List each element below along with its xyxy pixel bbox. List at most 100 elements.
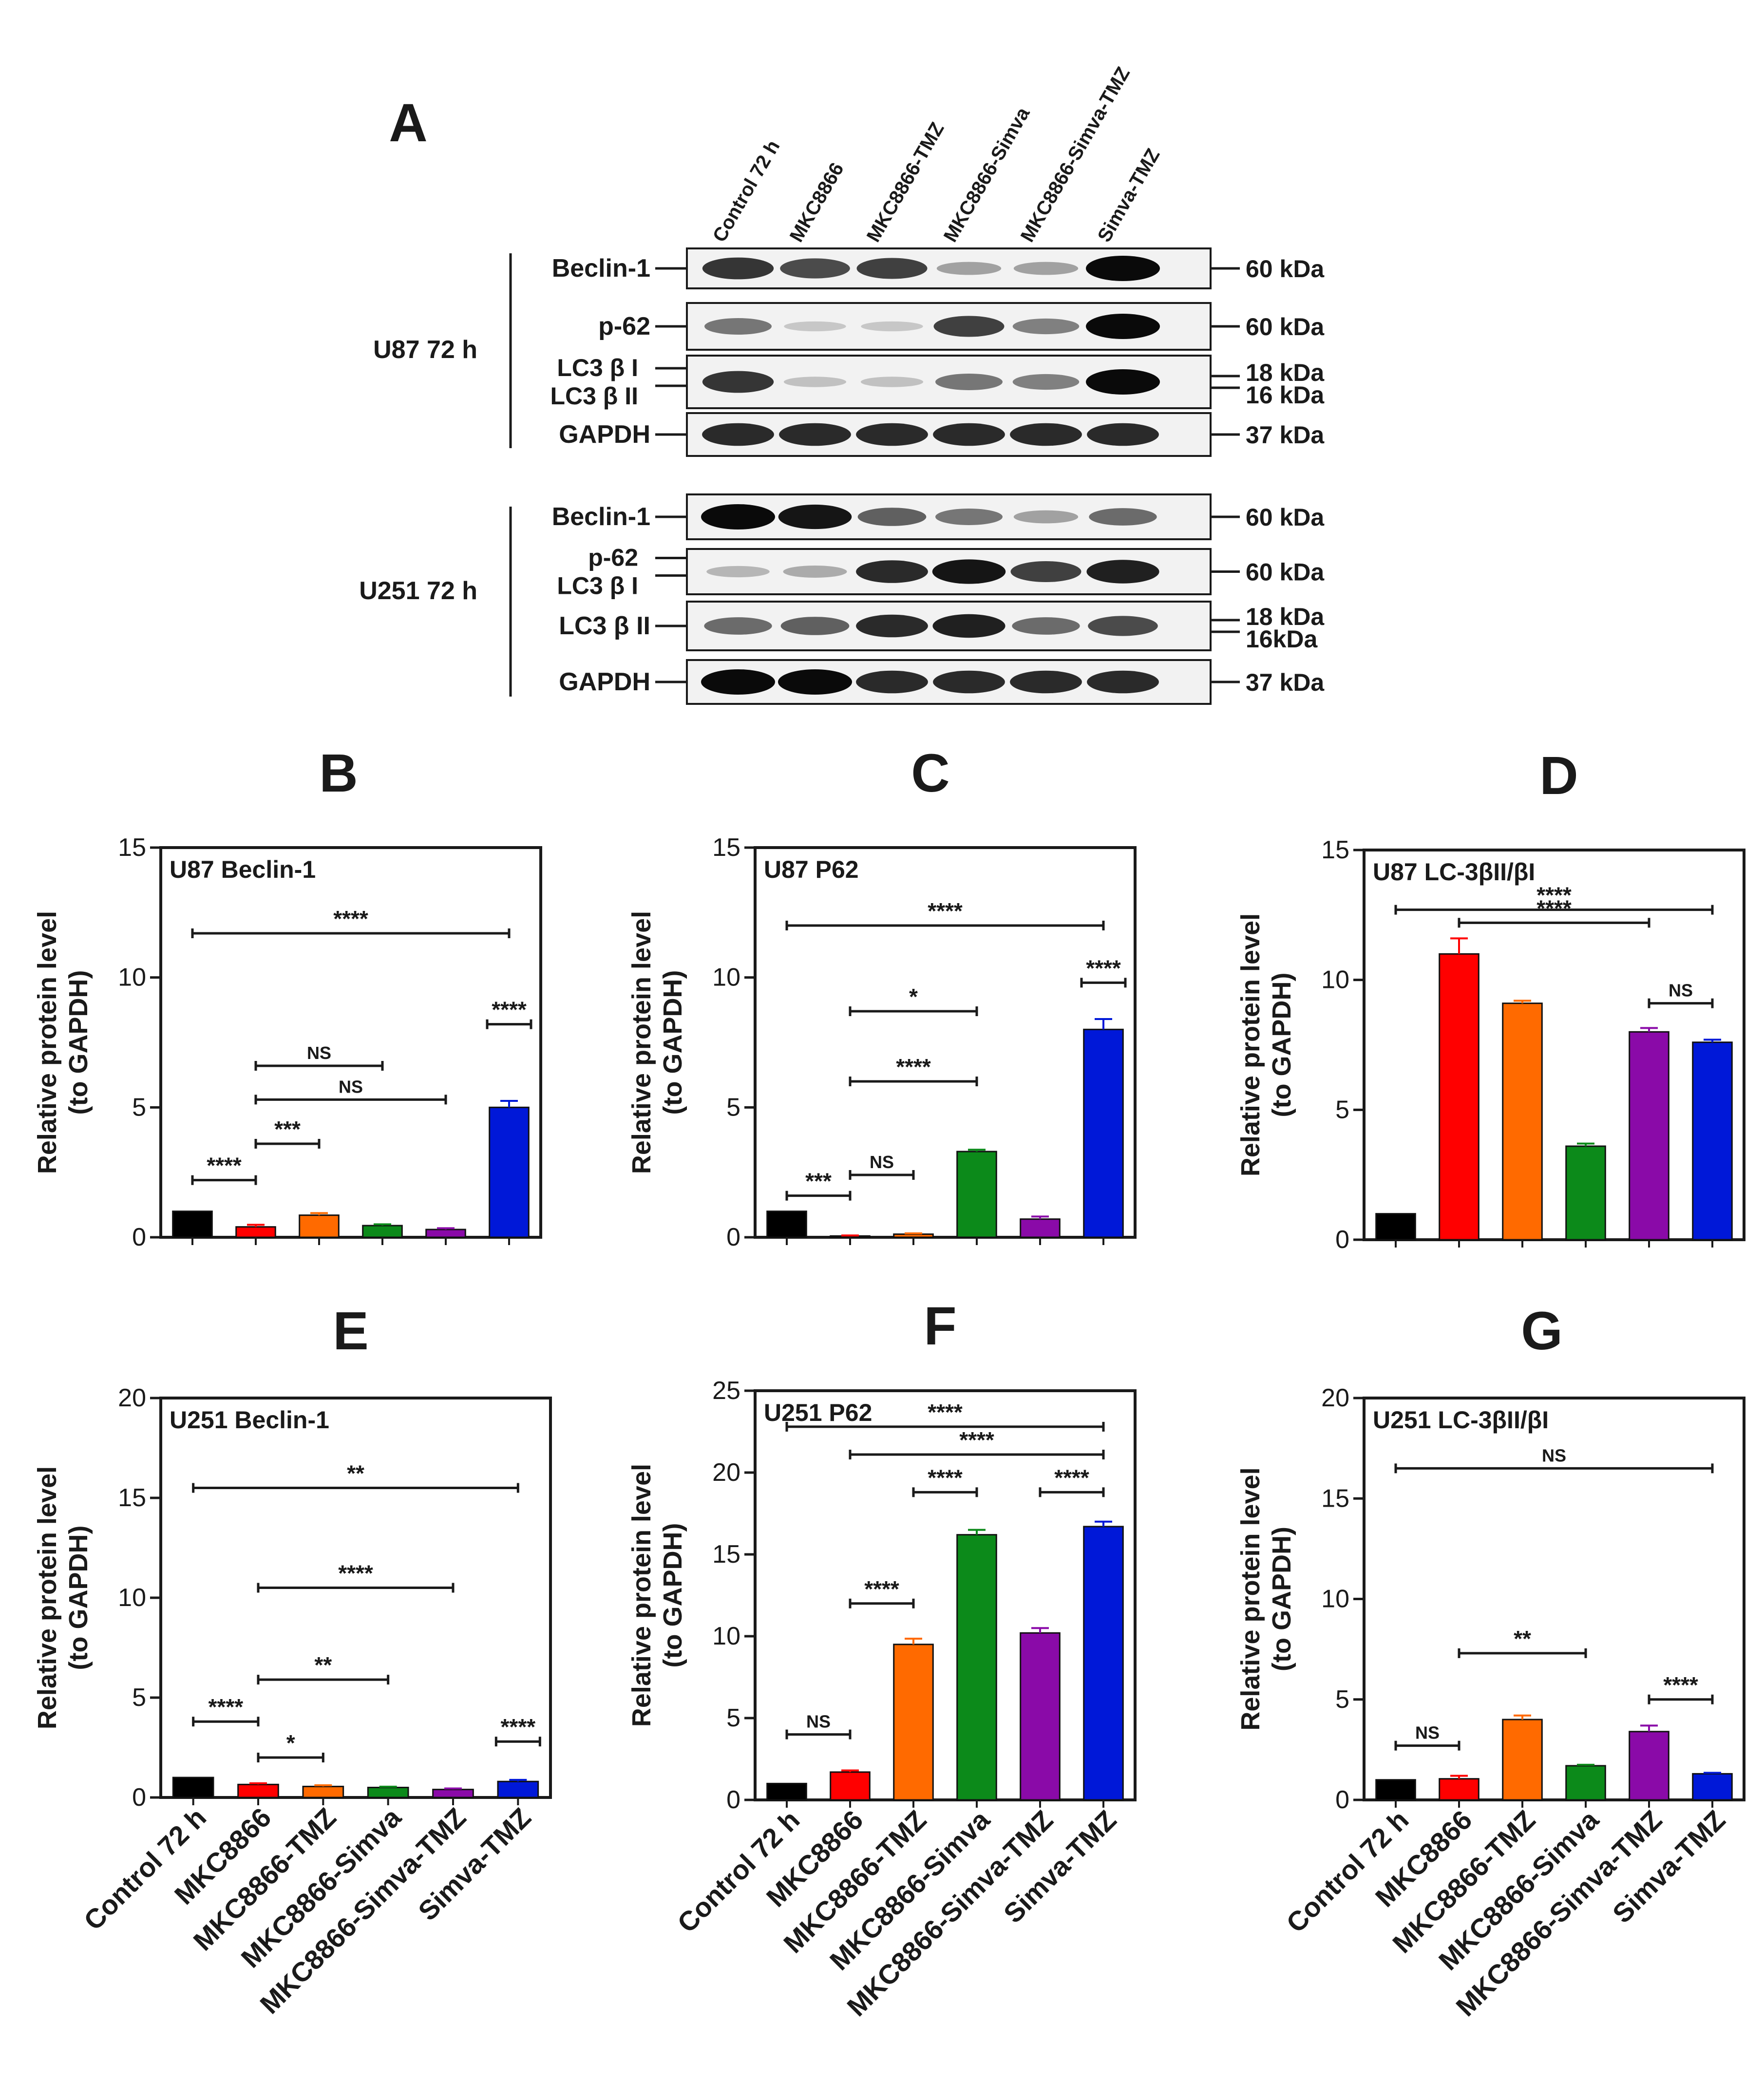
kda-label: 60 kDa	[1246, 255, 1325, 283]
significance-label: ****	[1663, 1672, 1698, 1698]
protein-band	[1012, 318, 1080, 335]
bar	[1083, 1028, 1124, 1238]
protein-band	[933, 670, 1005, 694]
bar	[1083, 1526, 1124, 1801]
chart-title: U251 LC-3βII/βI	[1373, 1406, 1549, 1434]
y-tick-label: 20	[1321, 1384, 1349, 1412]
bar	[830, 1771, 871, 1801]
bar	[489, 1106, 530, 1238]
significance-label: ****	[928, 898, 963, 924]
protein-band	[779, 423, 851, 446]
protein-band	[856, 614, 928, 638]
protein-band	[1086, 314, 1160, 339]
bar	[1439, 1778, 1479, 1801]
bar	[367, 1787, 409, 1798]
protein-band	[1012, 617, 1080, 635]
y-axis-label-line2: (to GAPDH)	[658, 1523, 687, 1668]
y-tick-label: 0	[1335, 1226, 1349, 1254]
chart-title: U251 Beclin-1	[170, 1406, 329, 1434]
blot-group: U87 72 h Beclin-1 60 kDa p-62 60 kDa LC3 β IL…	[373, 247, 1325, 457]
y-axis-label: Relative protein level(to GAPDH)	[1236, 913, 1296, 1176]
y-tick-label: 20	[118, 1384, 146, 1412]
y-tick-label: 15	[1321, 1484, 1349, 1513]
chart-g: G U251 LC-3βII/βI 0 5 10 15 20 Relative protein…	[1236, 1301, 1745, 2022]
panel-label: D	[1539, 746, 1578, 806]
panel-label: E	[333, 1301, 368, 1361]
y-tick-label: 10	[1321, 1585, 1349, 1613]
y-tick-label: 15	[712, 833, 740, 862]
kda-label: 18 kDa	[1246, 359, 1325, 386]
protein-band	[778, 669, 852, 695]
y-tick-label: 5	[726, 1704, 740, 1732]
kda-label: 16kDa	[1246, 625, 1318, 653]
significance-label: ***	[274, 1116, 301, 1142]
kda-label: 60 kDa	[1246, 559, 1325, 586]
y-axis-label: Relative protein level(to GAPDH)	[33, 911, 93, 1174]
protein-label: p-62	[598, 312, 650, 340]
bar	[1375, 1213, 1416, 1241]
bar	[1629, 1731, 1669, 1801]
bar	[1439, 953, 1479, 1241]
protein-label: LC3 β I	[557, 572, 638, 600]
y-tick-label: 10	[118, 1584, 146, 1612]
panel-label: G	[1521, 1301, 1563, 1361]
significance-label: ****	[501, 1714, 536, 1740]
bar	[1565, 1145, 1606, 1241]
panel-label: C	[911, 743, 949, 803]
bar	[1692, 1773, 1733, 1801]
chart-b: B U87 Beclin-1 0 5 10 15 Relative protein leve…	[33, 743, 542, 1251]
y-axis-label-line1: Relative protein level	[1236, 913, 1265, 1176]
protein-band	[933, 423, 1005, 446]
significance-label: **	[314, 1652, 332, 1678]
y-tick-label: 5	[1335, 1685, 1349, 1714]
significance-label: *	[286, 1730, 295, 1756]
bar	[299, 1214, 340, 1238]
significance-label: ****	[1054, 1465, 1089, 1490]
significance-label: ****	[959, 1427, 994, 1453]
protein-label: LC3 β II	[559, 612, 650, 640]
significance-label: ****	[1086, 955, 1121, 981]
bar	[302, 1785, 344, 1798]
y-tick-label: 0	[132, 1223, 146, 1251]
significance-label: **	[347, 1461, 364, 1486]
y-axis-label: Relative protein level(to GAPDH)	[627, 1464, 687, 1727]
protein-band	[702, 423, 774, 446]
significance-label: NS	[1542, 1445, 1566, 1465]
bar	[956, 1534, 997, 1801]
protein-band	[1012, 374, 1080, 390]
bar	[766, 1782, 807, 1801]
kda-label: 16 kDa	[1246, 381, 1325, 409]
protein-band	[1086, 256, 1160, 281]
panel-label: F	[924, 1296, 956, 1356]
significance-label: ***	[805, 1169, 832, 1194]
protein-band	[1087, 670, 1159, 694]
kda-label: 60 kDa	[1246, 313, 1325, 340]
bar	[1565, 1765, 1606, 1801]
y-axis-label-line2: (to GAPDH)	[1267, 1527, 1296, 1671]
plot-frame	[159, 1397, 552, 1799]
protein-band	[1013, 510, 1079, 524]
kda-label: 37 kDa	[1246, 421, 1325, 449]
protein-band	[1089, 508, 1157, 526]
blot-panel: A Control 72 h MKC8866 MKC8866-TMZMKC8866-S…	[359, 63, 1325, 705]
chart-title: U87 LC-3βII/βI	[1373, 858, 1535, 886]
bar	[497, 1780, 539, 1798]
bar	[1629, 1031, 1669, 1241]
protein-band	[933, 316, 1005, 337]
bar	[1020, 1632, 1061, 1801]
chart-title: U251 P62	[764, 1399, 872, 1426]
protein-band	[784, 321, 846, 332]
y-axis-label: Relative protein level(to GAPDH)	[627, 911, 687, 1174]
plot-frame	[754, 846, 1137, 1239]
plot-frame	[754, 1389, 1137, 1801]
significance-label: ****	[928, 1465, 963, 1490]
y-tick-label: 10	[712, 1622, 740, 1650]
y-axis-label: Relative protein level(to GAPDH)	[1236, 1467, 1296, 1730]
bar	[956, 1151, 997, 1238]
protein-band	[1010, 561, 1081, 582]
bar	[432, 1789, 474, 1798]
panel-label: B	[319, 743, 358, 803]
y-tick-label: 15	[712, 1540, 740, 1569]
